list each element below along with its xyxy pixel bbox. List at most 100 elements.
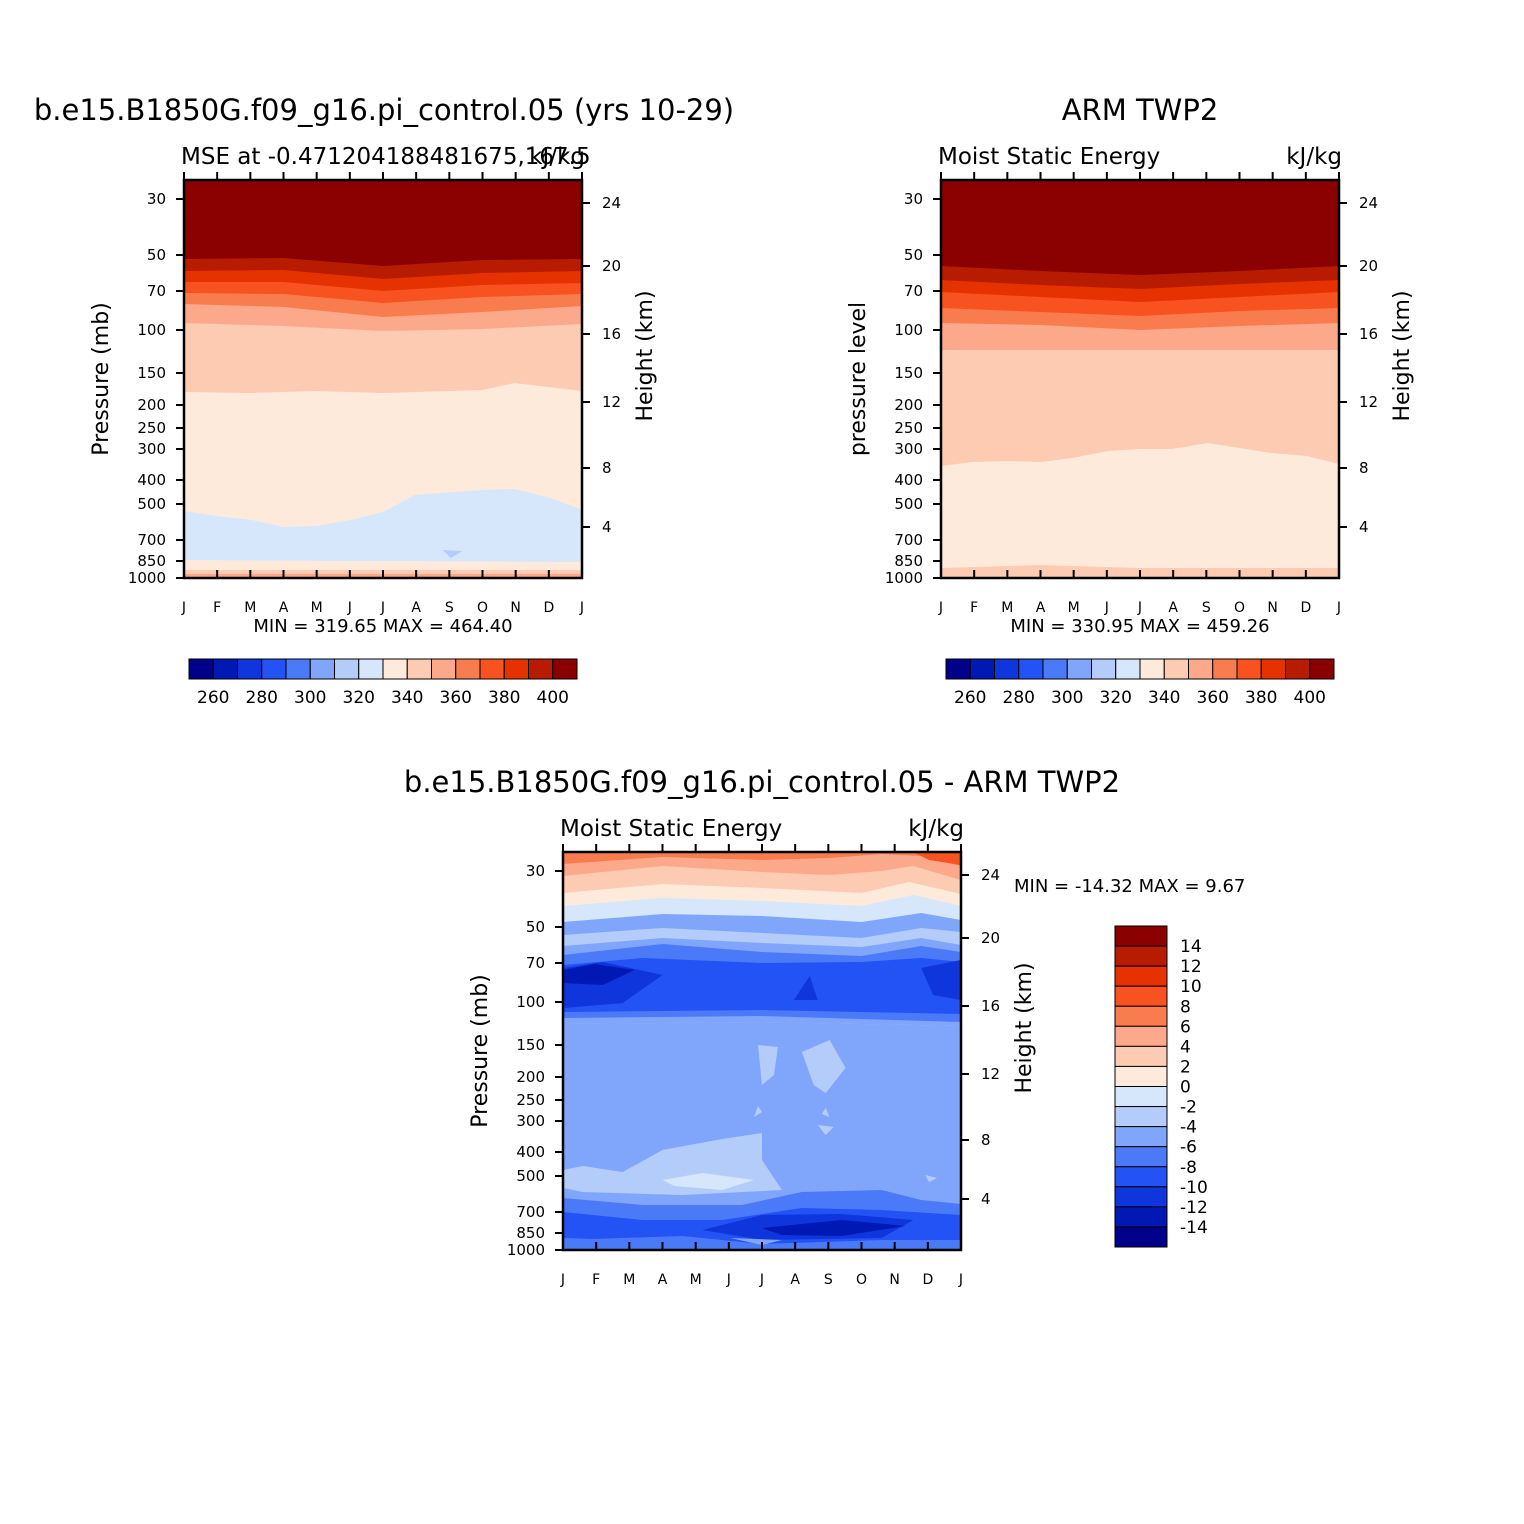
colorbar-swatch [528,658,554,680]
colorbar-swatch [969,658,995,680]
x-tick-label: N [889,1272,899,1288]
colorbar-swatch [945,658,971,680]
colorbar-swatch [552,658,578,680]
x-tick-label: O [477,600,488,616]
y-tick-label: 400 [894,471,923,489]
colorbar-label: 340 [391,688,423,708]
x-tick-label: J [1104,600,1109,616]
contour-band [563,852,961,880]
y-tick-label: 30 [904,190,923,208]
colorbar-swatch [479,658,505,680]
x-tick-label: M [244,600,256,616]
y-right-tick-label: 16 [981,997,1000,1015]
colorbar-label: 0 [1180,1078,1191,1098]
y-right-tick-label: 4 [981,1190,991,1208]
y-tick-label: 400 [137,471,166,489]
y-axis-label: pressure level [846,302,871,456]
x-tick-label: J [938,600,943,616]
contour-band [762,1220,906,1236]
min-max-label: MIN = -14.32 MAX = 9.67 [1014,876,1245,897]
y-right-tick-label: 12 [1359,393,1378,411]
y-tick-label: 200 [137,396,166,414]
colorbar-swatch [1285,658,1311,680]
colorbar-swatch [1212,658,1238,680]
colorbar-label: 360 [1197,688,1229,708]
min-max-label: MIN = 330.95 MAX = 459.26 [1010,616,1269,637]
contour-band [730,1238,782,1245]
y-tick-label: 250 [894,419,923,437]
y-tick-label: 50 [147,246,166,264]
colorbar-label: -4 [1180,1118,1197,1138]
y-tick-label: 200 [516,1068,545,1086]
chart-title: b.e15.B1850G.f09_g16.pi_control.05 (yrs … [34,93,734,127]
colorbar-label: 300 [1051,688,1083,708]
colorbar-swatch [1236,658,1262,680]
colorbar-swatch [1114,1226,1168,1248]
y-right-tick-label: 24 [602,194,621,212]
colorbar-swatch [1114,1206,1168,1228]
subtitle-left: Moist Static Energy [560,816,782,842]
y-tick-label: 300 [894,440,923,458]
y-tick-label: 300 [516,1112,545,1130]
y-axis-label: Pressure (mb) [468,974,493,1128]
y-tick-label: 100 [894,321,923,339]
colorbar-swatch [1139,658,1165,680]
colorbar-label: 8 [1180,997,1191,1017]
contour-band [563,964,635,985]
colorbar-label: 340 [1148,688,1180,708]
y-tick-label: 30 [147,190,166,208]
y-tick-label: 70 [904,282,923,300]
colorbar-label: 400 [1294,688,1326,708]
subtitle-left: MSE at -0.471204188481675,167.5 [181,144,591,170]
y-right-tick-label: 16 [602,325,621,343]
x-tick-label: J [726,1272,731,1288]
y-right-tick-label: 12 [602,393,621,411]
colorbar-swatch [1114,945,1168,967]
subtitle-right: kJ/kg [529,144,585,170]
contour-band [442,550,463,558]
colorbar-swatch [382,658,408,680]
contour-band [563,852,961,866]
colorbar-label: 320 [1100,688,1132,708]
y-right-tick-label: 8 [981,1131,991,1149]
x-tick-label: M [1068,600,1080,616]
subtitle-right: kJ/kg [908,816,964,842]
subtitle-right: kJ/kg [1286,144,1342,170]
x-tick-label: A [790,1272,800,1288]
y-right-axis-label: Height (km) [1012,962,1037,1093]
y-tick-label: 200 [894,396,923,414]
contour-band [563,958,961,1014]
colorbar-label: -14 [1180,1218,1208,1238]
colorbar-label: 400 [537,688,569,708]
colorbar-swatch [285,658,311,680]
y-tick-label: 850 [894,552,923,570]
y-tick-label: 500 [137,495,166,513]
y-tick-label: 100 [516,993,545,1011]
x-tick-label: N [1267,600,1277,616]
contour-band [913,852,961,865]
colorbar-swatch [431,658,457,680]
colorbar-label: 12 [1180,957,1202,977]
chart-title: b.e15.B1850G.f09_g16.pi_control.05 - ARM… [404,765,1120,799]
colorbar-swatch [1114,1086,1168,1108]
y-right-tick-label: 24 [981,866,1000,884]
colorbar-swatch [1091,658,1117,680]
x-tick-label: J [958,1272,963,1288]
colorbar-swatch [309,658,335,680]
y-tick-label: 250 [137,419,166,437]
x-tick-label: J [1137,600,1142,616]
colorbar-label: -8 [1180,1158,1197,1178]
x-tick-label: A [1168,600,1178,616]
y-tick-label: 500 [894,495,923,513]
x-tick-label: A [658,1272,668,1288]
y-right-tick-label: 16 [1359,325,1378,343]
x-tick-label: D [922,1272,933,1288]
colorbar-label: 300 [294,688,326,708]
colorbar-swatch [406,658,432,680]
x-tick-label: F [213,600,221,616]
y-tick-label: 150 [137,364,166,382]
colorbar-swatch [455,658,481,680]
colorbar-swatch [994,658,1020,680]
y-tick-label: 500 [516,1167,545,1185]
y-tick-label: 850 [516,1224,545,1242]
